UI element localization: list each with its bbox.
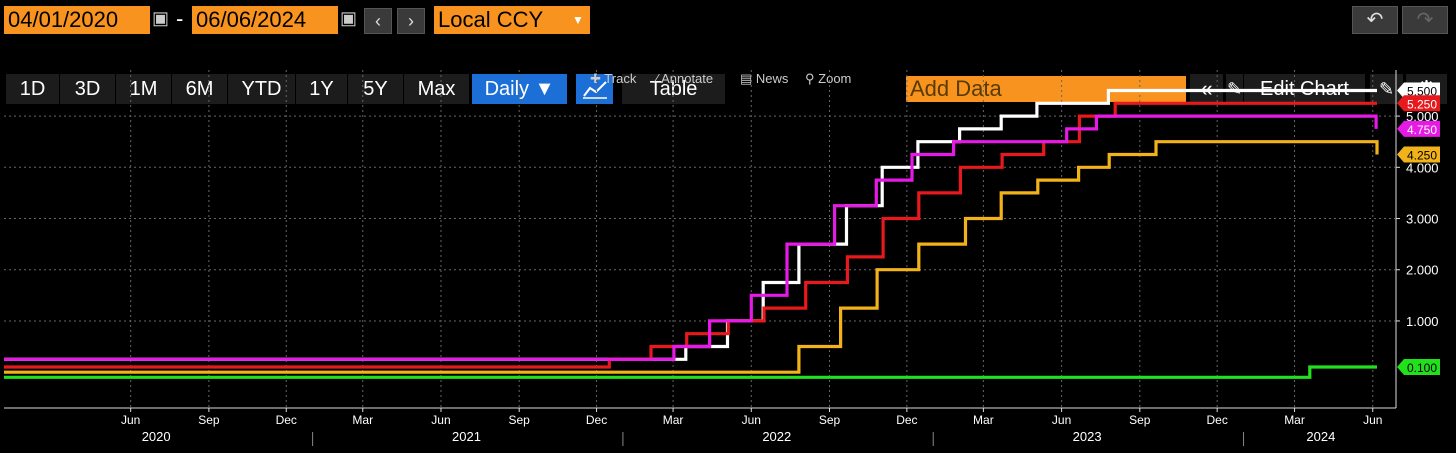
last-value-label-2: 4.750 bbox=[1397, 120, 1440, 137]
last-value-box bbox=[1397, 95, 1440, 112]
x-tick-label: Jun bbox=[1052, 413, 1071, 427]
x-tick-label: Sep bbox=[198, 413, 220, 427]
last-value-text: 5.500 bbox=[1407, 84, 1437, 98]
track-tool[interactable]: ✚ Track bbox=[590, 70, 636, 88]
frequency-dropdown[interactable]: Daily ▼ bbox=[472, 74, 568, 104]
y-tick-label: 3.000 bbox=[1406, 212, 1439, 227]
track-label: Track bbox=[604, 71, 637, 86]
annotate-icon: ∕ bbox=[656, 71, 659, 86]
last-value-label-1: 5.250 bbox=[1397, 95, 1440, 112]
date-to-input[interactable]: 06/06/2024 bbox=[192, 6, 338, 34]
x-tick-label: Mar bbox=[352, 413, 373, 427]
period-1y[interactable]: 1Y bbox=[296, 74, 348, 104]
news-label: News bbox=[755, 71, 789, 86]
last-value-text: 0.100 bbox=[1407, 361, 1437, 375]
date-from-input[interactable]: 04/01/2020 bbox=[4, 6, 150, 34]
last-value-box bbox=[1397, 82, 1440, 99]
x-tick-label: Mar bbox=[973, 413, 994, 427]
redo-icon[interactable]: ↷ bbox=[1402, 6, 1448, 34]
table-button[interactable]: Table bbox=[622, 74, 726, 104]
crosshair-icon: ✚ bbox=[590, 71, 601, 86]
series-line-0 bbox=[4, 88, 1377, 361]
x-tick-label: Mar bbox=[1284, 413, 1305, 427]
zoom-icon: ⚲ bbox=[805, 71, 815, 86]
prev-button[interactable]: ‹ bbox=[364, 8, 392, 34]
series-line-3 bbox=[4, 140, 1379, 374]
currency-select[interactable]: Local CCY bbox=[434, 6, 566, 34]
undo-icon[interactable]: ↶ bbox=[1352, 6, 1398, 34]
last-value-label-0: 5.500 bbox=[1397, 82, 1440, 99]
annotate-tool[interactable]: ∕ Annotate bbox=[656, 70, 713, 88]
last-value-text: 4.750 bbox=[1407, 123, 1437, 137]
year-label: 2021 bbox=[452, 429, 481, 444]
y-tick-label: 2.000 bbox=[1406, 263, 1439, 278]
last-value-label-4: 0.100 bbox=[1397, 359, 1440, 376]
period-5y[interactable]: 5Y bbox=[348, 74, 404, 104]
series-line-4 bbox=[4, 365, 1377, 379]
x-tick-label: Mar bbox=[663, 413, 684, 427]
next-button[interactable]: › bbox=[397, 8, 425, 34]
x-tick-label: Jun bbox=[431, 413, 450, 427]
last-value-label-3: 4.250 bbox=[1397, 146, 1440, 163]
x-tick-label: Dec bbox=[586, 413, 607, 427]
zoom-tool[interactable]: ⚲ Zoom bbox=[805, 70, 851, 88]
x-tick-label: Dec bbox=[896, 413, 917, 427]
x-tick-label: Dec bbox=[1206, 413, 1227, 427]
x-tick-label: Sep bbox=[819, 413, 841, 427]
calendar-icon[interactable]: ▣ bbox=[152, 8, 170, 28]
x-tick-label: Jun bbox=[121, 413, 140, 427]
chevron-down-icon[interactable]: ▼ bbox=[566, 6, 590, 34]
zoom-label: Zoom bbox=[818, 71, 852, 86]
year-label: 2022 bbox=[762, 429, 791, 444]
x-tick-label: Sep bbox=[509, 413, 531, 427]
last-value-text: 4.250 bbox=[1407, 149, 1437, 163]
year-label: 2024 bbox=[1306, 429, 1335, 444]
last-value-box bbox=[1397, 146, 1440, 163]
period-1m[interactable]: 1M bbox=[116, 74, 172, 104]
period-6m[interactable]: 6M bbox=[172, 74, 228, 104]
year-label: 2020 bbox=[142, 429, 171, 444]
toolbar-top: 04/01/2020 ▣ - 06/06/2024 ▣ ‹ › Local CC… bbox=[0, 0, 1456, 36]
x-tick-label: Sep bbox=[1129, 413, 1151, 427]
series-line-2 bbox=[4, 114, 1378, 361]
year-label: 2023 bbox=[1073, 429, 1102, 444]
y-tick-label: 1.000 bbox=[1406, 314, 1439, 329]
date-separator: - bbox=[176, 6, 184, 31]
annotate-label: Annotate bbox=[661, 71, 714, 86]
x-tick-label: Dec bbox=[276, 413, 297, 427]
last-value-text: 5.250 bbox=[1407, 97, 1437, 111]
y-tick-label: 4.000 bbox=[1406, 160, 1439, 175]
x-tick-label: Jun bbox=[742, 413, 761, 427]
line-chart-icon[interactable] bbox=[576, 74, 614, 104]
y-tick-label: 5.000 bbox=[1406, 109, 1439, 124]
add-data-input[interactable]: Add Data bbox=[906, 76, 1186, 102]
last-value-box bbox=[1397, 120, 1440, 137]
period-ytd[interactable]: YTD bbox=[228, 74, 296, 104]
period-1d[interactable]: 1D bbox=[6, 74, 60, 104]
calendar-icon[interactable]: ▣ bbox=[340, 8, 358, 28]
period-max[interactable]: Max bbox=[404, 74, 470, 104]
period-3d[interactable]: 3D bbox=[60, 74, 116, 104]
toolbar-periods: 1D 3D 1M 6M YTD 1Y 5Y Max Daily ▼ Table … bbox=[0, 36, 1456, 104]
last-value-box bbox=[1397, 359, 1440, 376]
x-tick-label: Jun bbox=[1363, 413, 1382, 427]
news-tool[interactable]: ▤ News bbox=[740, 70, 788, 88]
news-icon: ▤ bbox=[740, 71, 753, 86]
